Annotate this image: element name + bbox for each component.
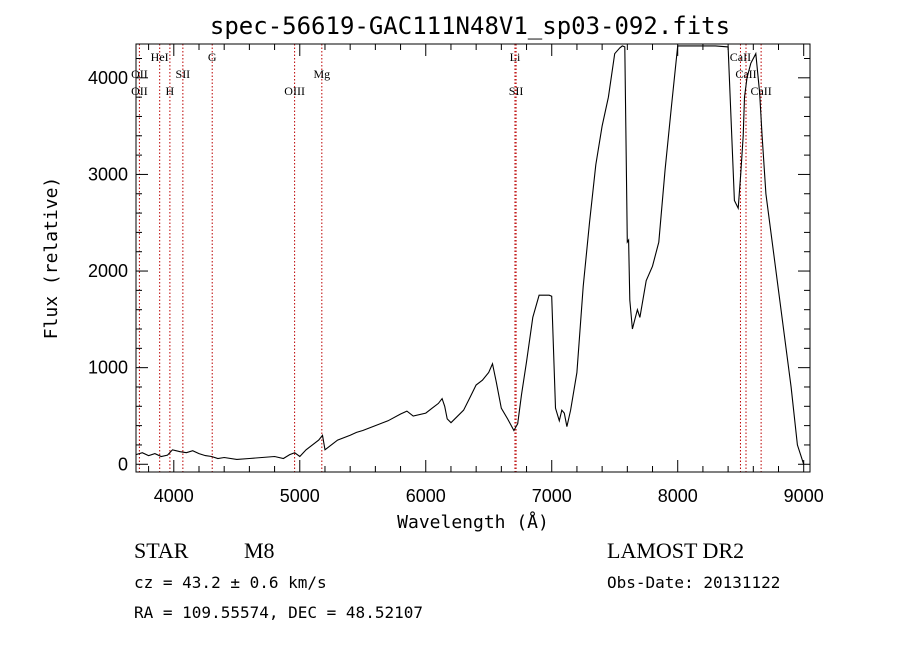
axis-ticks: [136, 44, 810, 472]
x-tick-label: 4000: [154, 486, 194, 506]
spectral-line-label: OIII: [284, 84, 305, 98]
axis-tick-labels: 4000 5000 6000 7000 8000 9000 0 1000 2000 3000 400…: [88, 68, 824, 506]
y-tick-label: 3000: [88, 164, 128, 184]
spectral-line-label: CaII: [735, 67, 756, 81]
spectral-line-label: Mg: [313, 67, 330, 81]
x-tick-label: 7000: [532, 486, 572, 506]
spectral-line-label: CaII: [750, 84, 771, 98]
x-axis-label: Wavelength (Å): [397, 511, 549, 533]
spectral-line-markers: [138, 44, 762, 472]
object-class: STAR: [134, 538, 189, 563]
y-axis-label: Flux (relative): [41, 177, 62, 340]
spectral-line-label: CaII: [730, 50, 751, 64]
plot-frame: [135, 43, 811, 473]
spectral-line-label: SII: [176, 67, 191, 81]
chart-title: spec-56619-GAC111N48V1_sp03-092.fits: [210, 12, 730, 40]
y-tick-label: 0: [118, 454, 128, 474]
x-tick-label: 9000: [784, 486, 824, 506]
y-tick-label: 1000: [88, 358, 128, 378]
x-tick-label: 5000: [280, 486, 320, 506]
spectral-line-label: G: [208, 50, 217, 64]
y-tick-label: 4000: [88, 68, 128, 88]
x-tick-label: 6000: [406, 486, 446, 506]
spectral-line-label: Li: [510, 50, 521, 64]
redshift-text: cz = 43.2 ± 0.6 km/s: [134, 573, 327, 592]
spectral-line-label: HeI: [151, 50, 169, 64]
x-tick-label: 8000: [658, 486, 698, 506]
ra-dec-text: RA = 109.55574, DEC = 48.52107: [134, 603, 423, 622]
object-subclass: M8: [244, 538, 275, 563]
survey-name: LAMOST DR2: [607, 538, 744, 563]
spectral-line-label: OII: [131, 67, 148, 81]
y-tick-label: 2000: [88, 261, 128, 281]
spectral-line-label: OII: [131, 84, 148, 98]
spectral-line-label: H: [166, 84, 175, 98]
spectrum-series-line: [135, 45, 805, 465]
spectral-line-label: SII: [509, 84, 524, 98]
obs-date: Obs-Date: 20131122: [607, 573, 780, 592]
